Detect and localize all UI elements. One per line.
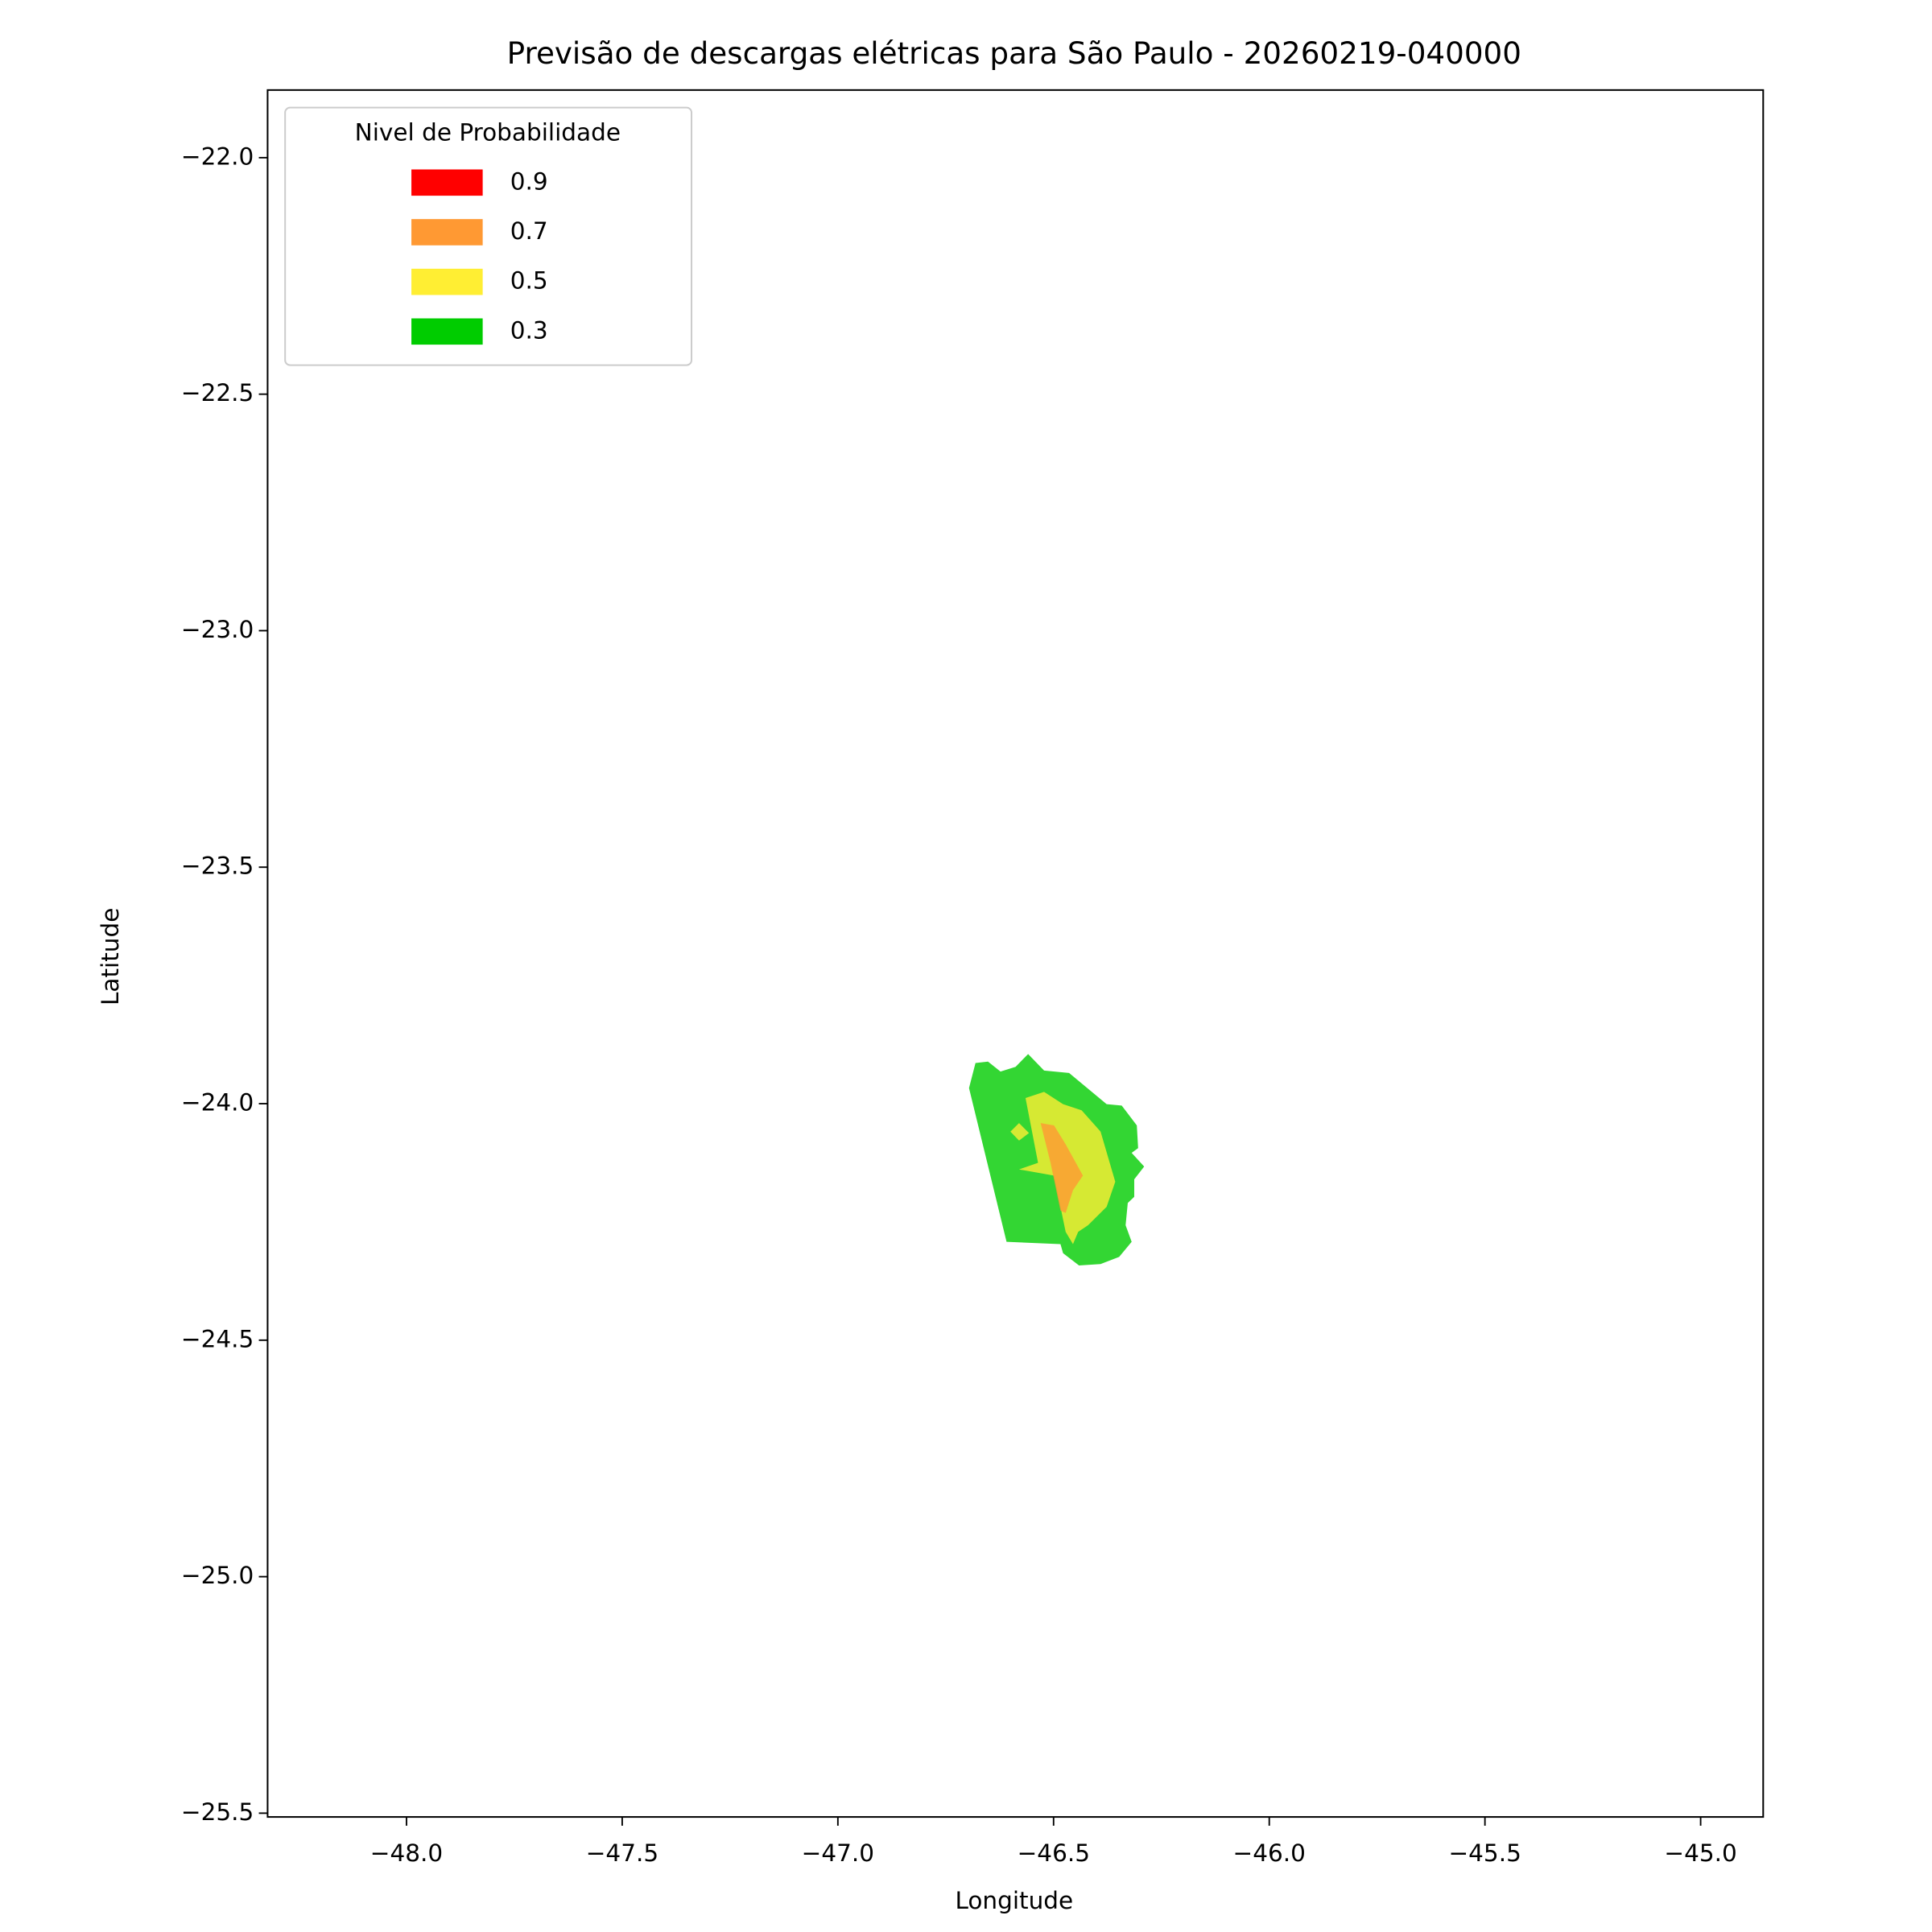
y-tick-label: −23.0 [181,616,254,643]
legend-label: 0.5 [510,267,548,295]
y-tick-label: −25.5 [181,1798,254,1826]
y-tick-label: −22.5 [181,379,254,407]
contour-region [1010,1123,1030,1141]
y-tick-label: −22.0 [181,142,254,170]
x-tick-label: −47.5 [586,1839,658,1867]
x-axis-label: Longitude [955,1887,1073,1914]
y-tick-label: −25.0 [181,1562,254,1589]
y-tick-label: −24.5 [181,1325,254,1352]
legend-box [284,106,693,366]
y-axis-label: Latitude [97,908,124,1005]
legend-swatch [411,219,483,246]
legend-label: 0.3 [510,316,548,344]
x-tick-label: −45.5 [1448,1839,1521,1867]
legend-title: Nivel de Probabilidade [355,119,621,147]
x-tick-label: −46.5 [1018,1839,1090,1867]
legend-swatch [411,318,483,345]
y-tick-label: −24.0 [181,1089,254,1117]
legend-swatch [411,169,483,196]
chart-title: Previsão de descargas elétricas para São… [507,35,1521,71]
legend-label: 0.7 [510,217,548,245]
legend-swatch [411,268,483,295]
x-tick-label: −48.0 [370,1839,443,1867]
x-tick-label: −46.0 [1233,1839,1306,1867]
x-tick-label: −47.0 [802,1839,874,1867]
axes-frame [266,89,1765,1818]
x-tick-label: −45.0 [1664,1839,1736,1867]
y-tick-label: −23.5 [181,852,254,880]
contour-region [1040,1123,1084,1213]
legend-label: 0.9 [510,167,548,195]
